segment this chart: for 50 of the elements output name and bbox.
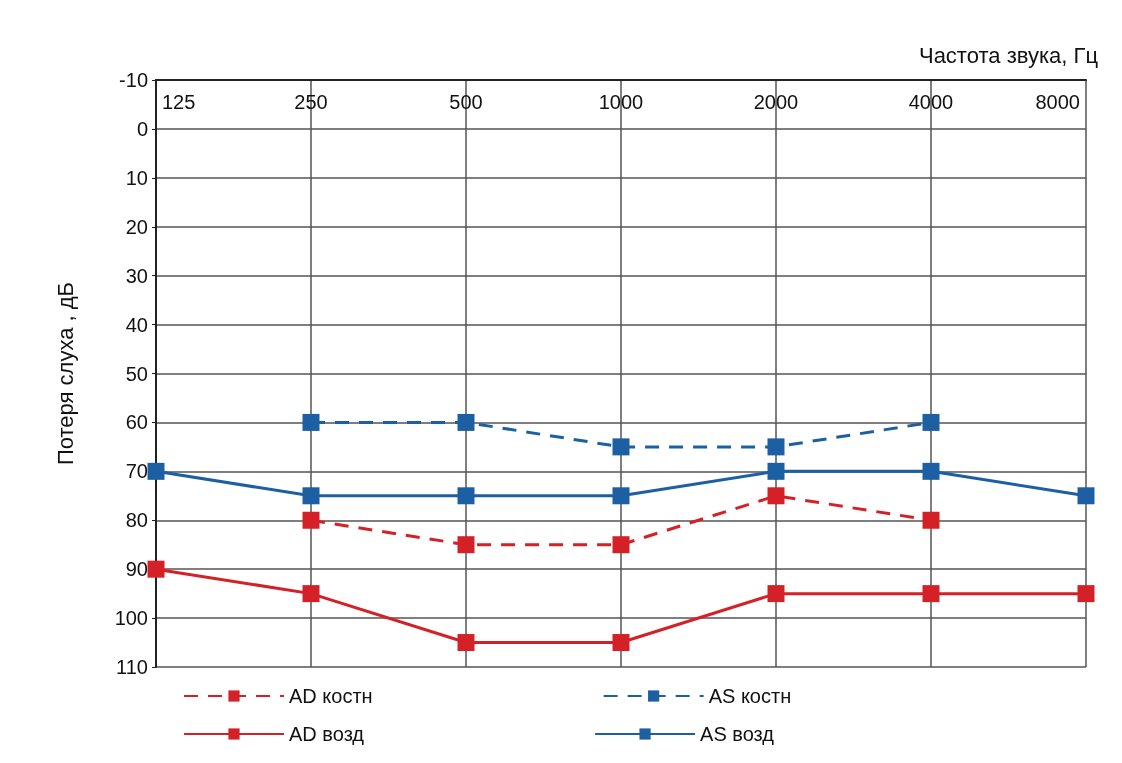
point <box>612 487 630 505</box>
point <box>457 536 475 554</box>
point <box>457 634 475 652</box>
y-tick-label: 20 <box>125 215 148 238</box>
y-tick-label: 10 <box>125 166 148 189</box>
x-tick-label: 1000 <box>598 91 644 113</box>
point <box>767 462 785 480</box>
y-tick-label: 80 <box>125 509 148 532</box>
point <box>1077 585 1095 603</box>
point <box>612 536 630 554</box>
point <box>922 585 940 603</box>
y-tick-label: 90 <box>125 558 148 581</box>
y-tick-label: 110 <box>116 656 148 678</box>
x-tick-label: 8000 <box>1035 91 1080 113</box>
y-tick-label: 50 <box>125 362 148 385</box>
point <box>302 511 320 529</box>
legend-label: AD возд <box>289 723 365 745</box>
point <box>302 487 320 505</box>
x-tick-label: 4000 <box>908 91 954 113</box>
legend-label: AS костн <box>708 685 792 707</box>
point <box>612 634 630 652</box>
legend-label: AD костн <box>289 685 373 707</box>
point <box>147 560 165 578</box>
y-tick-label: -10 <box>119 69 148 91</box>
point <box>767 438 785 456</box>
point <box>922 413 940 431</box>
x-axis-title: Частота звука, Гц <box>918 42 1099 68</box>
y-tick-label: 0 <box>136 117 148 140</box>
point <box>457 487 475 505</box>
point <box>612 438 630 456</box>
point <box>147 462 165 480</box>
y-tick-label: 40 <box>125 313 148 336</box>
point <box>302 413 320 431</box>
x-tick-label: 125 <box>162 91 196 113</box>
y-tick-label: 60 <box>125 411 148 434</box>
point <box>767 585 785 603</box>
y-tick-label: 70 <box>125 460 148 483</box>
point <box>767 487 785 505</box>
x-tick-label: 500 <box>449 91 483 113</box>
point <box>1077 487 1095 505</box>
point <box>457 413 475 431</box>
y-tick-label: 30 <box>125 264 148 287</box>
y-tick-label: 100 <box>114 607 148 630</box>
point <box>922 462 940 480</box>
x-tick-label: 2000 <box>753 91 799 113</box>
point <box>302 585 320 603</box>
legend-label: AS возд <box>700 723 775 745</box>
point <box>922 511 940 529</box>
y-axis-title: Потеря слуха , дБ <box>52 281 78 466</box>
x-tick-label: 250 <box>294 91 328 113</box>
